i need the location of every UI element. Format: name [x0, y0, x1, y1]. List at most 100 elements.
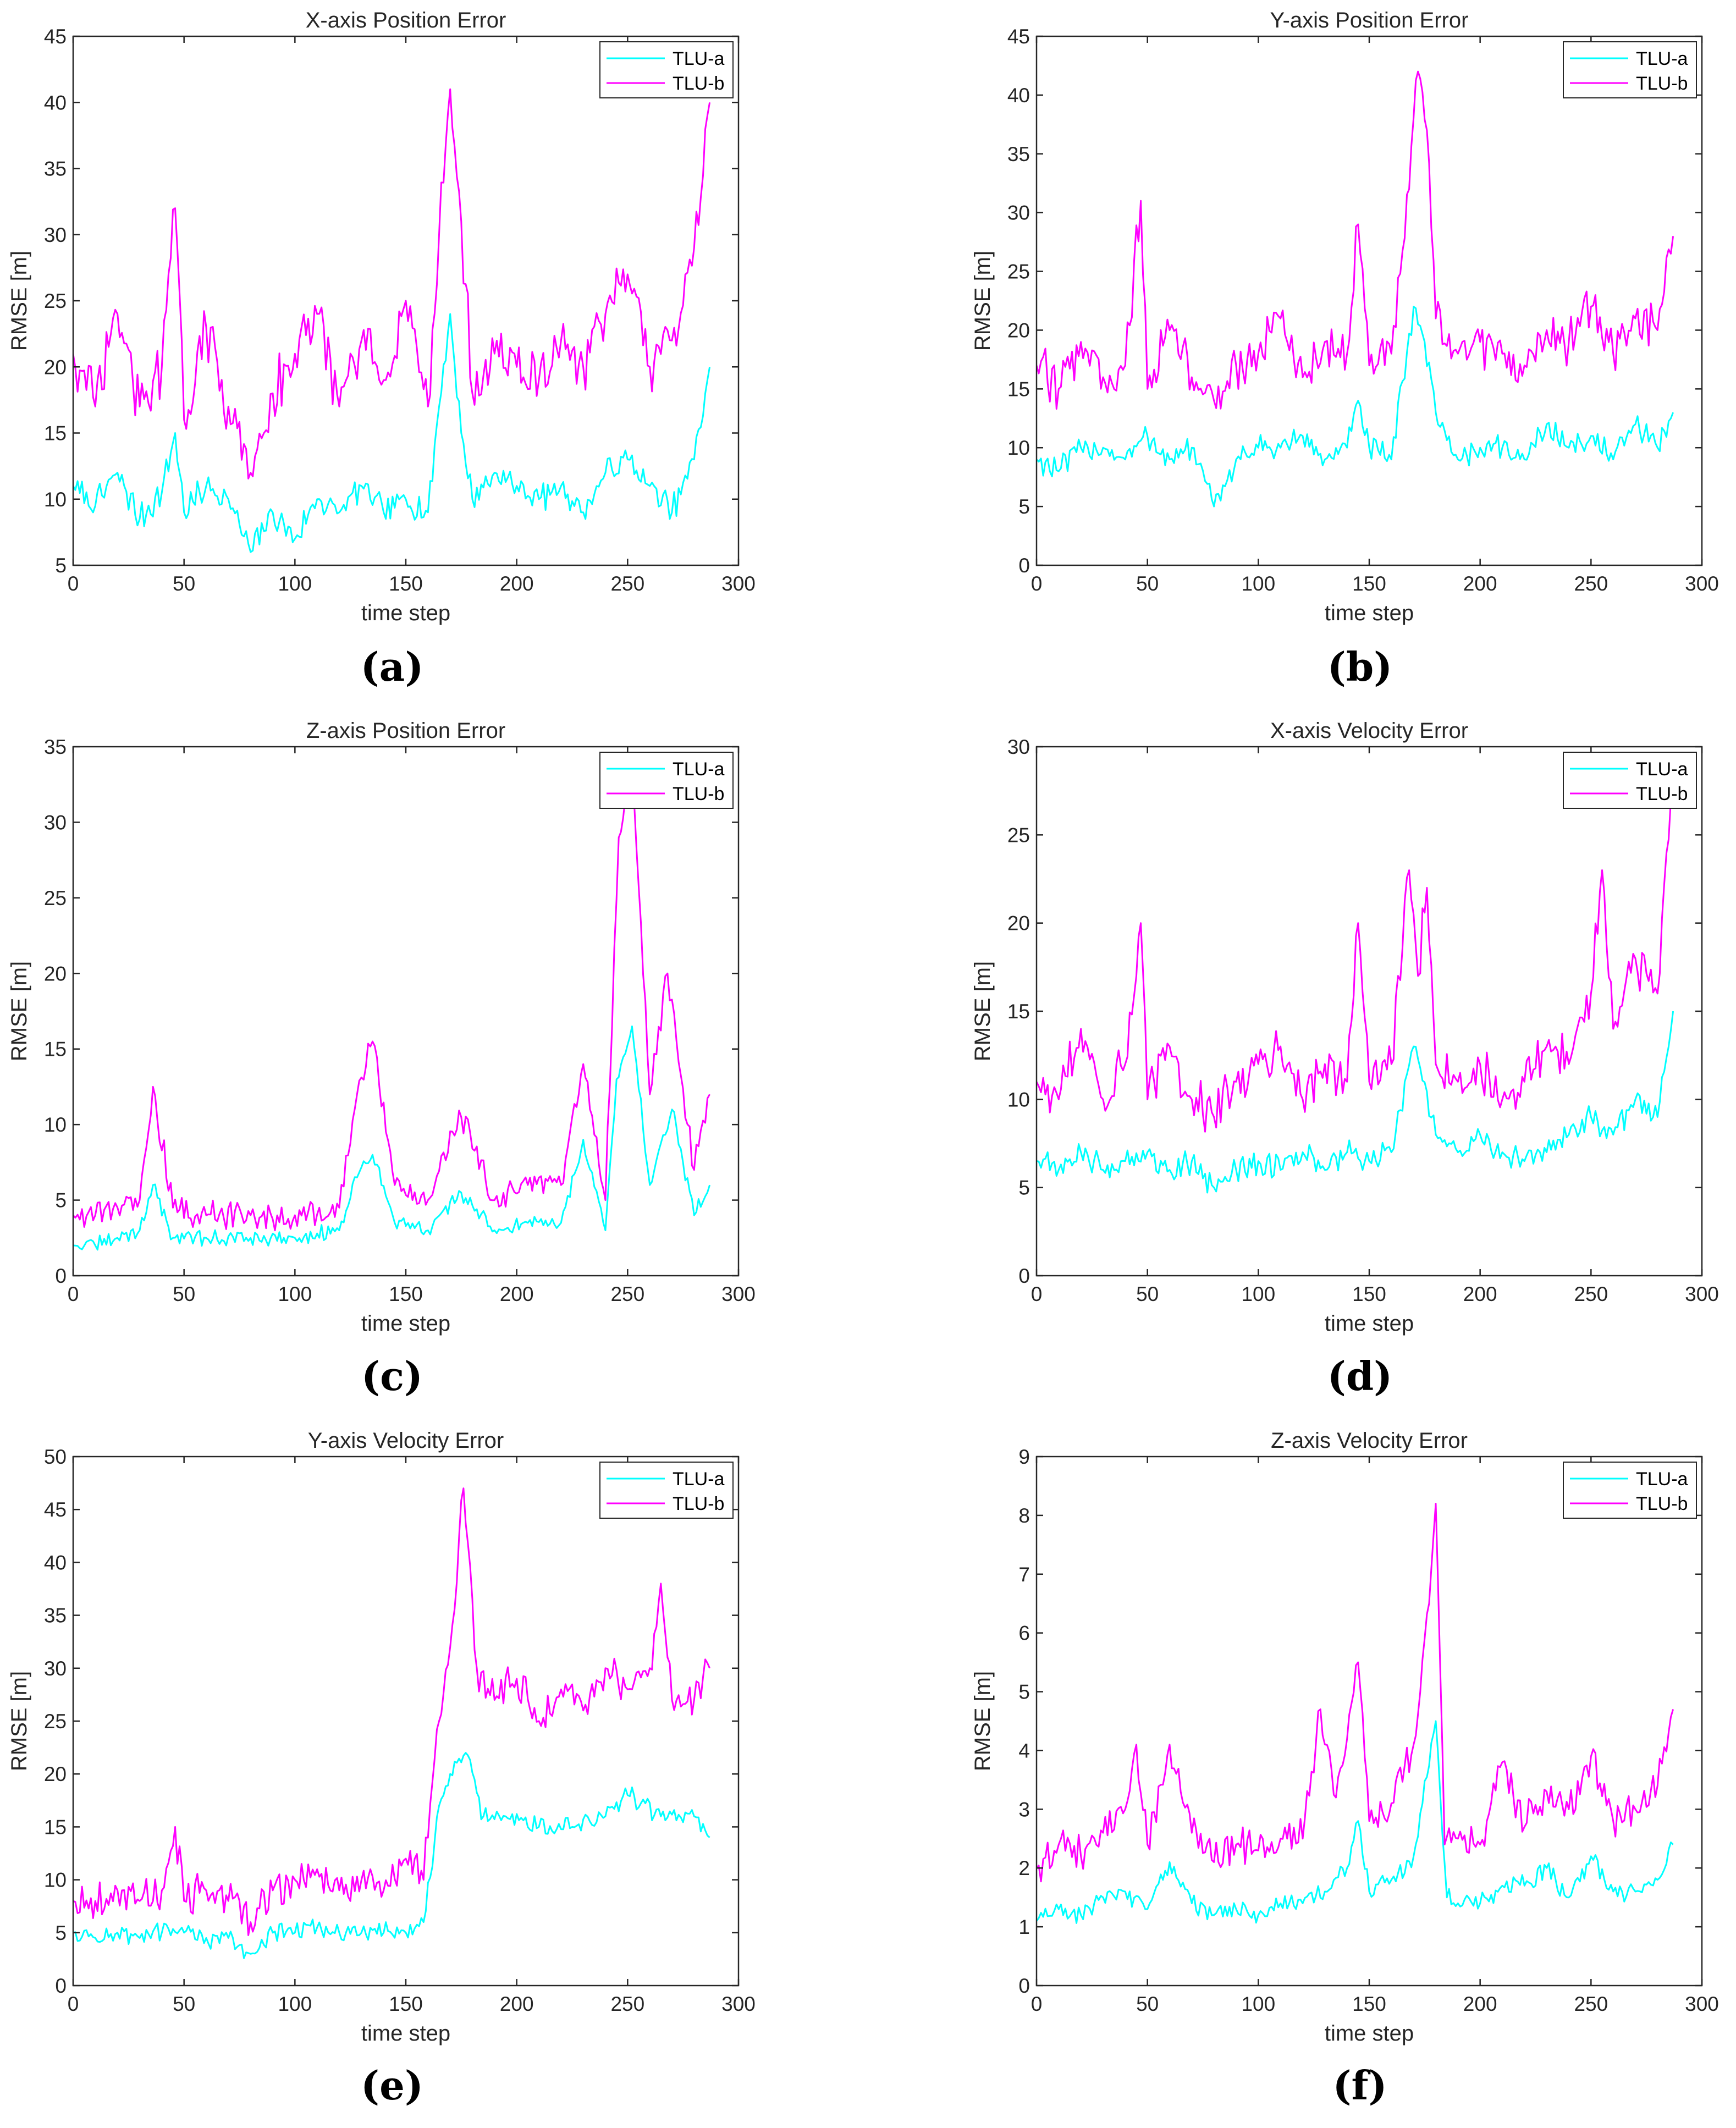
- plot-area: [73, 1457, 739, 1986]
- x-tick-label: 200: [1463, 572, 1497, 595]
- y-tick-label: 15: [44, 422, 67, 445]
- y-tick-label: 30: [44, 811, 67, 834]
- legend-entry: TLU-a: [673, 759, 725, 780]
- x-axis-label: time step: [361, 601, 450, 625]
- y-tick-label: 7: [1018, 1563, 1030, 1586]
- x-tick-label: 250: [1574, 572, 1608, 595]
- chart-panel-f: 0 50 100 150 200 250 300 0 1 2 3 4 5 6 7 8 9 Z-axis Veloc…: [971, 1429, 1719, 2109]
- plot-area: [1037, 36, 1702, 565]
- x-tick-label: 0: [68, 572, 79, 595]
- x-tick-label: 100: [278, 1283, 312, 1305]
- x-tick-label: 200: [500, 572, 534, 595]
- x-tick-label: 100: [1241, 1283, 1275, 1305]
- legend-entry: TLU-b: [1636, 1493, 1688, 1514]
- x-tick-label: 50: [1136, 1993, 1159, 2015]
- y-tick-label: 15: [44, 1816, 67, 1838]
- x-tick-label: 250: [1574, 1993, 1608, 2015]
- y-tick-label: 0: [1018, 1975, 1030, 1997]
- chart-panel-e: 0 50 100 150 200 250 300 0 5 10 15 20 25 30 35 40 45 50 Y-…: [7, 1429, 756, 2109]
- y-tick-label: 15: [1007, 1000, 1030, 1023]
- y-tick-label: 20: [1007, 319, 1030, 341]
- chart-panel-d: 0 50 100 150 200 250 300 0 5 10 15 20 25 30 X-axis Vel…: [971, 719, 1719, 1399]
- plot-area: [1037, 747, 1702, 1276]
- legend-box: [599, 752, 734, 809]
- series-line-TLU-a: [73, 1752, 710, 1959]
- legend-entry: TLU-b: [673, 73, 724, 94]
- y-tick-label: 35: [44, 158, 67, 180]
- legend-entry: TLU-a: [673, 48, 725, 69]
- y-axis-label: RMSE [m]: [971, 1671, 995, 1771]
- legend-box: [1563, 752, 1697, 809]
- x-tick-label: 200: [1463, 1993, 1497, 2015]
- chart-panel-a: 0 50 100 150 200 250 300 5 10 15 20 25 30 35 40 45 X-axi…: [7, 8, 756, 690]
- y-tick-label: 5: [1018, 1681, 1030, 1703]
- y-tick-label: 3: [1018, 1798, 1030, 1821]
- legend-entry: TLU-b: [1636, 784, 1688, 804]
- legend-box: [1563, 41, 1697, 98]
- series-line-TLU-b: [73, 1487, 710, 1936]
- x-tick-label: 300: [721, 1283, 756, 1305]
- legend-entry: TLU-b: [1636, 73, 1688, 94]
- x-tick-label: 150: [389, 572, 423, 595]
- y-tick-label: 45: [1007, 25, 1030, 48]
- legend: TLU-a TLU-b: [599, 752, 734, 809]
- y-tick-label: 25: [1007, 261, 1030, 283]
- legend-entry: TLU-a: [673, 1469, 725, 1490]
- y-axis-label: RMSE [m]: [971, 251, 995, 351]
- x-tick-label: 300: [1685, 572, 1719, 595]
- y-tick-label: 6: [1018, 1622, 1030, 1645]
- y-tick-label: 25: [1007, 824, 1030, 846]
- y-tick-label: 35: [1007, 143, 1030, 166]
- chart-title: Z-axis Position Error: [306, 719, 505, 743]
- x-tick-label: 150: [389, 1283, 423, 1305]
- y-tick-label: 35: [44, 1605, 67, 1627]
- y-tick-label: 10: [44, 1869, 67, 1892]
- x-axis-label: time step: [361, 1311, 450, 1336]
- y-tick-label: 30: [1007, 736, 1030, 758]
- y-tick-label: 5: [55, 554, 67, 577]
- legend-entry: TLU-a: [1636, 1469, 1688, 1490]
- panel-label: (b): [1327, 643, 1392, 690]
- x-axis-label: time step: [1325, 601, 1414, 625]
- y-tick-label: 5: [1018, 495, 1030, 518]
- x-tick-label: 250: [610, 1993, 644, 2015]
- x-tick-label: 50: [173, 1993, 195, 2015]
- legend: TLU-a TLU-b: [1563, 1462, 1697, 1519]
- panel-label: (d): [1327, 1353, 1392, 1399]
- y-axis-label: RMSE [m]: [971, 961, 995, 1061]
- chart-panel-c: 0 50 100 150 200 250 300 0 5 10 15 20 25 30 35 Z-axis P…: [7, 719, 756, 1399]
- x-tick-label: 50: [1136, 1283, 1159, 1305]
- y-tick-label: 25: [44, 887, 67, 909]
- x-tick-label: 300: [721, 572, 756, 595]
- series-line-TLU-b: [73, 88, 711, 479]
- y-tick-label: 10: [44, 1113, 67, 1136]
- y-tick-label: 45: [44, 1498, 67, 1521]
- chart-title: Z-axis Velocity Error: [1271, 1429, 1468, 1453]
- x-tick-label: 50: [1136, 572, 1159, 595]
- series-line-TLU-a: [73, 313, 711, 553]
- chart-panel-b: 0 50 100 150 200 250 300 0 5 10 15 20 25 30 35 40 45 Y-ax…: [971, 8, 1719, 690]
- series-line-TLU-b: [1037, 764, 1674, 1133]
- y-tick-label: 20: [44, 1763, 67, 1785]
- y-tick-label: 30: [1007, 202, 1030, 224]
- x-tick-label: 200: [500, 1993, 534, 2015]
- x-axis-label: time step: [361, 2021, 450, 2046]
- legend-box: [599, 41, 734, 98]
- y-tick-label: 10: [1007, 1088, 1030, 1111]
- x-tick-label: 150: [1352, 1283, 1386, 1305]
- chart-title: X-axis Velocity Error: [1270, 719, 1468, 743]
- series-line-TLU-b: [1037, 1503, 1674, 1883]
- x-tick-label: 150: [389, 1993, 423, 2015]
- x-tick-label: 0: [1031, 1283, 1043, 1305]
- x-tick-label: 150: [1352, 572, 1386, 595]
- y-tick-label: 2: [1018, 1857, 1030, 1879]
- x-axis-label: time step: [1325, 1311, 1414, 1336]
- legend-box: [599, 1462, 734, 1519]
- y-tick-label: 8: [1018, 1504, 1030, 1527]
- y-axis-label: RMSE [m]: [7, 961, 31, 1061]
- y-tick-label: 15: [1007, 378, 1030, 400]
- legend: TLU-a TLU-b: [599, 1462, 734, 1519]
- chart-title: Y-axis Position Error: [1270, 8, 1469, 32]
- plot-area: [73, 747, 739, 1276]
